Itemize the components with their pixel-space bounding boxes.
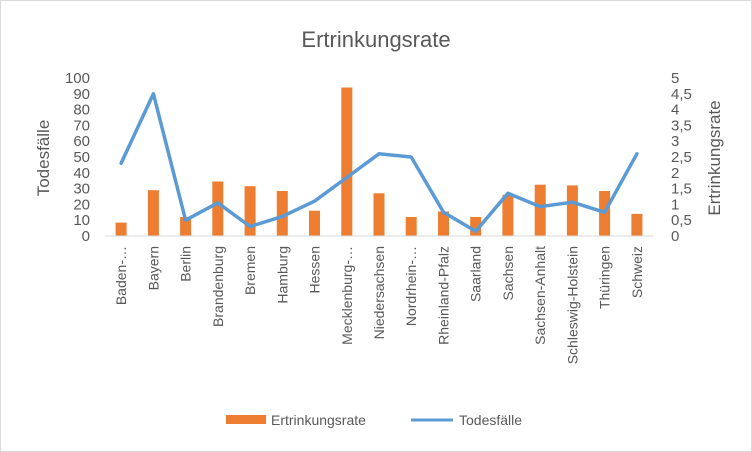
bar [631, 213, 643, 236]
right-tick-label: 3,5 [671, 117, 692, 134]
category-label: Sachsen-Anhalt [532, 246, 548, 345]
chart-title: Ertrinkungsrate [301, 27, 450, 52]
right-tick-label: 1,5 [671, 181, 692, 198]
category-label: Saarland [468, 246, 484, 302]
bar [276, 191, 288, 236]
left-tick-label: 20 [73, 196, 90, 213]
bar [405, 217, 417, 236]
line-path [119, 92, 639, 234]
bar [534, 184, 546, 236]
right-tick-label: 4,5 [671, 86, 692, 103]
bar [502, 194, 514, 236]
bar [115, 222, 127, 236]
line-series [119, 92, 639, 234]
category-label: Brandenburg [210, 246, 226, 327]
left-tick-label: 50 [73, 149, 90, 166]
left-tick-label: 80 [73, 102, 90, 119]
category-label: Hessen [307, 246, 323, 293]
left-tick-label: 60 [73, 133, 90, 150]
bar [212, 181, 224, 236]
right-tick-label: 2,5 [671, 149, 692, 166]
legend-label-line: Todesfälle [459, 412, 522, 428]
bar [566, 185, 578, 236]
right-tick-label: 3 [671, 133, 679, 150]
category-label: Rheinland-Pfalz [436, 246, 452, 345]
category-label: Baden-… [113, 246, 129, 305]
bar [341, 87, 353, 236]
bar [438, 211, 449, 236]
bar [147, 190, 159, 236]
left-tick-label: 90 [73, 86, 90, 103]
right-tick-label: 2 [671, 165, 679, 182]
category-label: Schleswig-Holstein [564, 246, 580, 364]
left-tick-label: 10 [73, 212, 90, 229]
category-label: Bayern [145, 246, 161, 290]
right-tick-label: 0 [671, 228, 679, 245]
bar [309, 210, 320, 236]
category-label: Thüringen [597, 246, 613, 309]
category-label: Nordrhein-… [403, 246, 419, 326]
right-tick-label: 0,5 [671, 212, 692, 229]
category-label: Bremen [242, 246, 258, 295]
left-tick-label: 0 [82, 228, 90, 245]
legend-swatch-bar [226, 415, 266, 424]
left-tick-label: 70 [73, 117, 90, 134]
legend: Ertrinkungsrate Todesfälle [226, 412, 522, 428]
category-label: Hamburg [274, 246, 290, 304]
category-labels: Baden-… Bayern Berlin Brandenburg Bremen Hamb… [113, 246, 645, 364]
category-label: Mecklenburg-… [339, 246, 355, 345]
category-label: Berlin [178, 246, 194, 282]
right-tick-label: 1 [671, 196, 679, 213]
right-tick-label: 5 [671, 70, 679, 87]
category-label: Sachsen [500, 246, 516, 300]
left-axis-title: Todesfälle [34, 120, 53, 197]
right-axis-ticks: 00,511,522,533,544,55 [671, 70, 692, 245]
left-tick-label: 100 [65, 70, 90, 87]
right-tick-label: 4 [671, 102, 679, 119]
bar [244, 186, 256, 236]
bar [470, 217, 482, 236]
category-label: Schweiz [629, 246, 645, 298]
category-label: Niedersachsen [371, 246, 387, 339]
right-axis-title: Ertrinkungsrate [705, 100, 724, 215]
bar [180, 217, 192, 236]
left-tick-label: 30 [73, 181, 90, 198]
bar [373, 193, 385, 236]
legend-label-bar: Ertrinkungsrate [271, 412, 366, 428]
left-tick-label: 40 [73, 165, 90, 182]
